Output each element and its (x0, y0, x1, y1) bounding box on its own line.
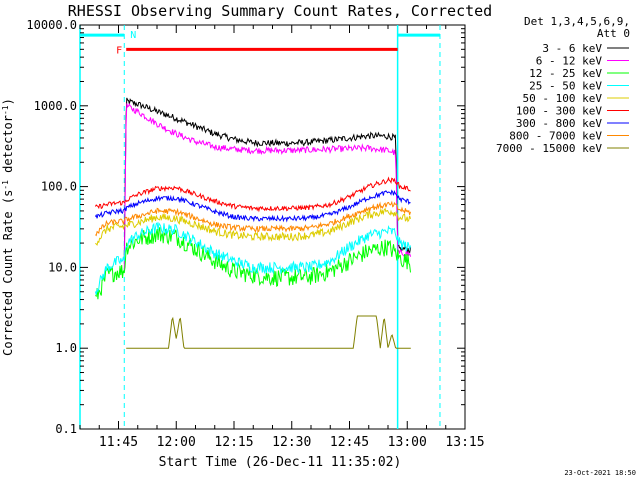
y-axis-label-part: detector (1, 115, 15, 180)
x-tick-label: 12:00 (157, 435, 196, 450)
legend-entry-label: 100 - 300 keV (516, 105, 602, 118)
x-axis-label: Start Time (26-Dec-11 11:35:02) (159, 455, 402, 470)
series-line (94, 221, 411, 295)
y-tick-label: 100.0 (41, 180, 77, 194)
y-tick-label: 1.0 (55, 341, 77, 355)
plot-area: FN 10000.0 1000.0 100.0 10.0 1.0 0.1 11:45 12:… (26, 18, 484, 450)
series-line (94, 176, 411, 213)
x-tick-label: 12:45 (330, 435, 369, 450)
x-tick-label: 13:00 (388, 435, 427, 450)
legend-entry-label: 50 - 100 keV (523, 92, 603, 105)
legend-entry-label: 800 - 7000 keV (509, 130, 602, 143)
y-axis-label-exponent: -1 (1, 105, 10, 115)
series-line (95, 207, 411, 246)
series-line (123, 103, 412, 272)
legend-entry-label: 3 - 6 keV (542, 42, 602, 55)
y-tick-label: 1000.0 (34, 99, 77, 113)
legend-entry-label: 12 - 25 keV (529, 67, 602, 80)
flag-label-f: F (116, 45, 122, 56)
y-axis-label-part: ) (1, 98, 15, 105)
series-line (126, 315, 411, 349)
series-line (95, 227, 411, 300)
y-tick-label: 10000.0 (26, 18, 77, 32)
x-tick-label: 11:45 (99, 435, 138, 450)
y-axis-label: Corrected Count Rate (s-1 detector-1) (1, 98, 15, 356)
y-axis-ticks: 10000.0 1000.0 100.0 10.0 1.0 0.1 (26, 18, 465, 436)
y-axis-label-exponent: -1 (1, 180, 10, 190)
chart-title: RHESSI Observing Summary Count Rates, Co… (68, 2, 492, 20)
legend-entry-label: 7000 - 15000 keV (496, 142, 602, 155)
y-axis-label-part: Corrected Count Rate (s (1, 190, 15, 356)
footer-timestamp: 23-Oct-2021 18:50 (564, 469, 636, 477)
legend-entry-label: 25 - 50 keV (529, 80, 602, 93)
series-line (123, 97, 412, 261)
x-axis-ticks: 11:45 12:00 12:15 12:30 12:45 13:00 13:15 (79, 25, 485, 450)
y-tick-label: 0.1 (55, 422, 77, 436)
legend-entry-label: 300 - 800 keV (516, 117, 602, 130)
legend-header: Det 1,3,4,5,6,9, (524, 15, 630, 28)
legend-header: Att 0 (597, 27, 630, 40)
x-tick-label: 12:30 (272, 435, 311, 450)
x-tick-label: 12:15 (214, 435, 253, 450)
series-line (94, 189, 411, 223)
y-tick-label: 10.0 (48, 260, 77, 274)
legend-entry-label: 6 - 12 keV (536, 55, 603, 68)
series-line (95, 200, 411, 237)
x-tick-label: 13:15 (445, 435, 484, 450)
flag-label-n: N (130, 30, 136, 41)
flag-bars: FN (116, 30, 398, 56)
series-lines (94, 97, 412, 349)
